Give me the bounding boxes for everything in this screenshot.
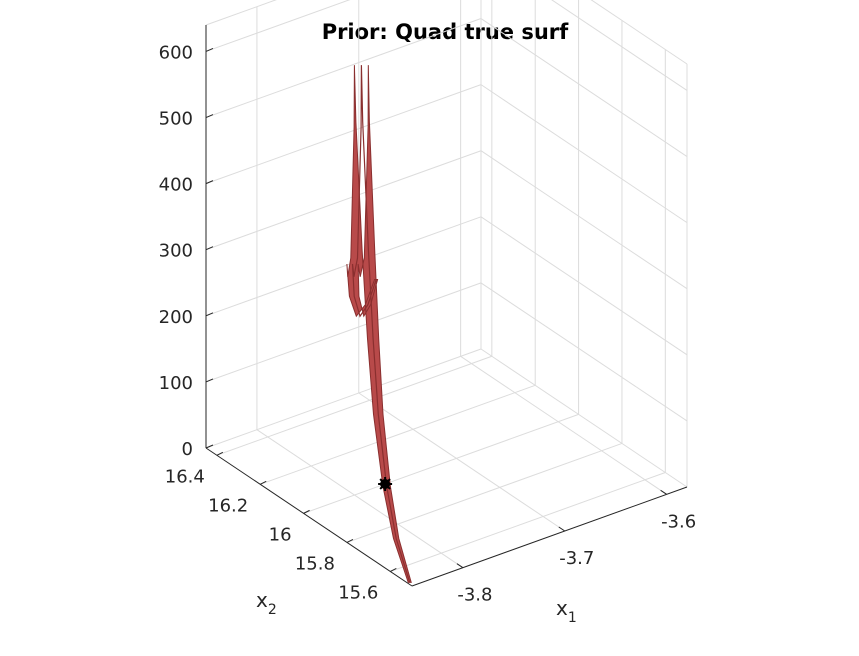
gridline-floor-x1 [460, 355, 667, 495]
x1-tick-mark [456, 563, 464, 569]
z-tick-mark [205, 378, 214, 383]
x2-tick-mark [390, 568, 397, 572]
surface [346, 65, 412, 583]
gridline-z-side [480, 282, 688, 422]
grid-layer [205, 0, 688, 572]
z-tick-label: 300 [159, 241, 193, 262]
surface-ridge [351, 65, 411, 583]
x2-axis-line [205, 447, 413, 587]
x1-tick-label: -3.6 [661, 511, 696, 532]
z-tick-mark [205, 444, 214, 449]
z-tick-label: 600 [159, 42, 193, 63]
gridline-floor-x2 [303, 413, 579, 514]
z-tick-label: 100 [159, 373, 193, 394]
gridline-floor-x2 [390, 472, 666, 572]
x2-tick-label: 15.6 [338, 582, 378, 603]
gridline-z-side [480, 150, 688, 290]
z-tick-mark [205, 312, 214, 317]
x2-tick-label: 16 [269, 524, 292, 545]
gridline-z-side [551, 0, 688, 91]
x2-tick-label: 15.8 [295, 553, 335, 574]
x2-tick-mark [303, 509, 310, 514]
gridline-z-back [205, 216, 482, 317]
z-tick-label: 0 [182, 439, 193, 460]
x1-tick-mark [660, 489, 667, 495]
gridline-z-side [480, 348, 688, 488]
chart-title: Prior: Quad true surf [322, 20, 569, 44]
marker-spoke [379, 478, 391, 490]
gridline-floor-x1 [256, 429, 464, 569]
x1-axis-line [411, 486, 688, 587]
z-tick-mark [205, 246, 214, 251]
gridline-z-back [205, 0, 351, 52]
gridline-z-back [205, 348, 482, 449]
gridline-z-side [480, 18, 688, 157]
marker-layer [378, 477, 393, 491]
x2-tick-mark [216, 451, 224, 456]
z-tick-label: 500 [159, 109, 193, 130]
minimum-marker [378, 477, 393, 491]
gridline-z-back [205, 18, 482, 119]
x2-axis-label: x2 [256, 588, 277, 618]
gridline-floor-x2 [216, 355, 493, 456]
gridline-z-side [480, 84, 688, 224]
x2-tick-mark [346, 538, 354, 543]
x2-tick-label: 16.4 [165, 466, 205, 487]
surface-patch [346, 65, 412, 583]
x1-tick-mark [558, 526, 566, 532]
z-tick-label: 200 [159, 307, 193, 328]
z-tick-mark [205, 114, 214, 118]
x1-tick-label: -3.8 [457, 585, 492, 606]
x1-tick-label: -3.7 [559, 548, 594, 569]
z-tick-label: 400 [159, 175, 193, 196]
x2-tick-mark [259, 480, 267, 485]
gridline-z-side [480, 216, 688, 356]
tick-labels: -3.8 -3.7 -3.6 15.615.816 16.216.4 0 100 200 300… [159, 42, 697, 605]
gridline-z-back [205, 150, 482, 251]
gridline-z-back [205, 282, 482, 383]
gridline-top [205, 0, 277, 26]
z-tick-mark [205, 47, 214, 52]
x1-axis-label: x1 [556, 596, 577, 626]
gridline-z-back [205, 84, 482, 185]
z-tick-mark [205, 180, 214, 185]
axis-lines [205, 25, 688, 587]
gridline-floor-x1 [358, 392, 566, 532]
gridline-top [590, 0, 688, 65]
gridline-floor-x2 [260, 384, 536, 485]
x2-tick-label: 16.2 [208, 495, 248, 516]
